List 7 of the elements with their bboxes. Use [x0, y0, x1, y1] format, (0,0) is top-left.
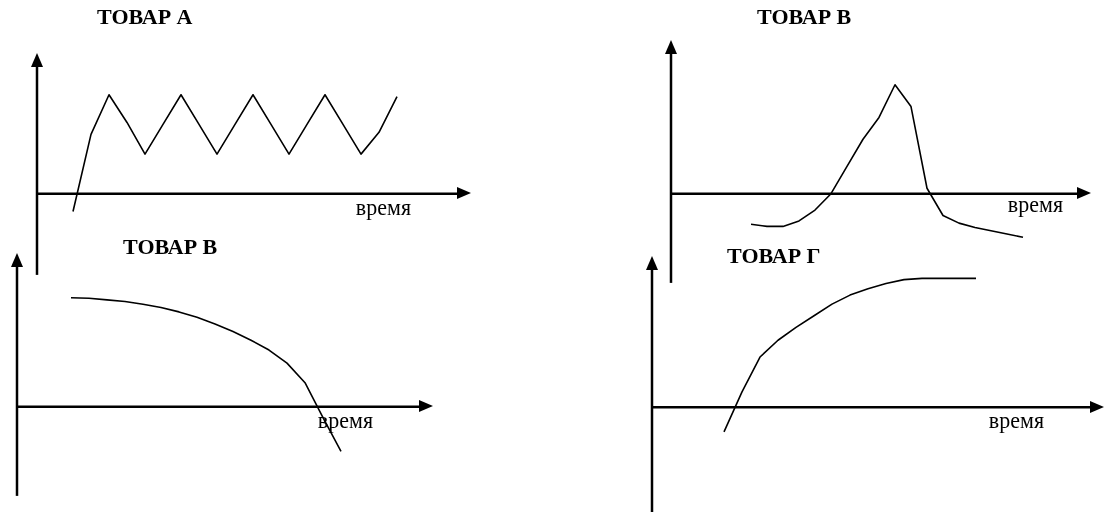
x-axis-title: время [988, 407, 1044, 433]
x-axis-title: время [1007, 191, 1063, 217]
x-axis-title: время [355, 194, 411, 220]
chart-title: ТОВАР А [97, 4, 193, 30]
chart-title: ТОВАР В [123, 234, 218, 260]
chart-title: ТОВАР В [757, 4, 852, 30]
chart-title: ТОВАР Г [727, 243, 821, 269]
